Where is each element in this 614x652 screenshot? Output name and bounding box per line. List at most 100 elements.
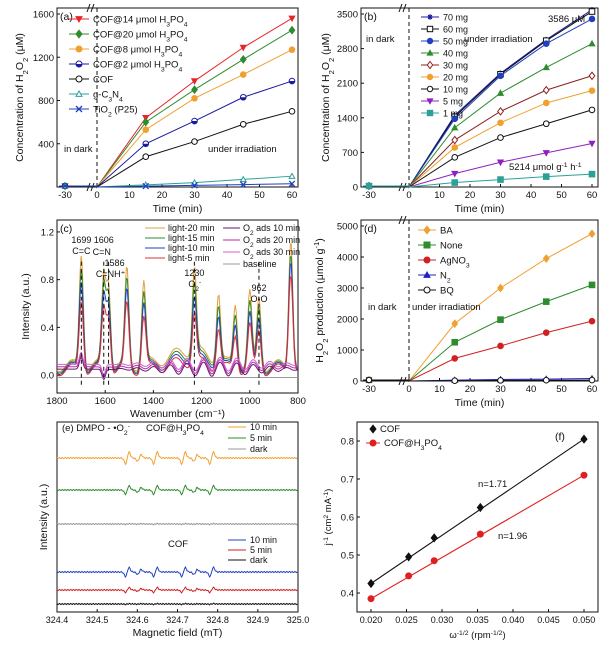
x-tick-label: 324.7 — [166, 615, 189, 625]
legend-label: COF@H3PO4 — [384, 438, 442, 452]
x-axis-title: Wavenumber (cm⁻¹) — [130, 408, 225, 420]
data-point — [497, 283, 504, 293]
legend-marker — [426, 109, 434, 117]
data-point — [588, 106, 596, 114]
axis-break-mark — [398, 376, 407, 386]
data-point — [288, 46, 296, 53]
data-point — [405, 572, 413, 580]
data-point — [61, 182, 69, 190]
series-line — [363, 109, 593, 188]
y-tick-label: 0.7 — [341, 475, 354, 486]
data-point — [430, 533, 438, 543]
data-point — [365, 182, 373, 190]
annotation-cof: COF — [168, 539, 188, 550]
annotation-under-irradiation: under irradiation — [208, 144, 277, 155]
data-point — [580, 471, 588, 479]
legend-label: BA — [440, 226, 453, 237]
peak-label: 962 — [251, 283, 266, 293]
data-point — [451, 135, 459, 145]
data-point — [288, 108, 296, 115]
legend-marker — [75, 45, 83, 53]
legend-marker — [426, 98, 434, 105]
data-point — [288, 25, 296, 35]
x-tick-label: 1200 — [191, 396, 212, 407]
panel-(b): -30 0 10 20 30 40 50 60 0 700 1400 2100 2800 3500 (b) T… — [320, 3, 599, 215]
data-point — [191, 117, 198, 125]
panel-label: (b) — [364, 11, 377, 23]
data-point — [451, 377, 459, 384]
y-tick-label: 1200 — [33, 53, 54, 64]
data-point — [191, 85, 198, 95]
epr-trace — [56, 586, 298, 594]
x-tick-label: 324.9 — [247, 615, 270, 625]
legend-label: AgNO3 — [440, 256, 470, 270]
data-point — [142, 117, 150, 127]
x-tick-label: -30 — [362, 190, 376, 201]
legend-label: 5 mg — [443, 97, 463, 107]
data-point — [588, 317, 596, 325]
series-line — [363, 284, 593, 383]
panel-label: (c) — [60, 223, 72, 235]
fit-line — [370, 438, 585, 584]
data-point — [542, 298, 550, 305]
panel-label: (d) — [364, 223, 377, 235]
x-tick-label: 0 — [406, 190, 411, 201]
legend-marker — [423, 286, 431, 294]
epr-trace — [56, 522, 298, 526]
legend-marker — [423, 256, 431, 264]
legend-marker — [426, 37, 434, 45]
data-point — [497, 119, 504, 127]
x-tick-label: 324.6 — [126, 615, 149, 625]
data-point — [542, 120, 550, 128]
legend-label: 70 mg — [443, 13, 468, 23]
data-point — [239, 71, 247, 78]
panel-(f): 0.020 0.025 0.030 0.035 0.040 0.045 0.050 0.4 0.… — [323, 421, 599, 641]
legend-marker — [427, 14, 433, 20]
annotation-rate: 5214 μmol g-1 h-1 — [509, 162, 582, 174]
data-point — [451, 319, 459, 329]
legend-marker — [75, 29, 83, 39]
data-point — [588, 87, 596, 94]
x-tick-label: 324.8 — [206, 615, 229, 625]
legend-label: N2 — [440, 271, 451, 285]
spectrum-light-10-min — [56, 263, 299, 375]
data-point — [542, 150, 550, 157]
legend-label: 10 mg — [443, 85, 468, 95]
data-point — [191, 95, 198, 102]
x-tick-label: 10 — [124, 190, 135, 201]
legend-label: 60 mg — [443, 25, 468, 35]
legend-marker — [423, 225, 431, 235]
data-point — [542, 40, 550, 47]
y-tick-label: 0 — [353, 377, 358, 388]
legend-label: 20 mg — [443, 73, 468, 83]
series-20-mg — [363, 87, 596, 190]
y-tick-label: 800 — [38, 96, 54, 107]
data-point — [451, 338, 459, 346]
legend-marker — [75, 89, 83, 97]
data-point — [588, 39, 596, 47]
panel-(c): 1800 1600 1400 1200 1000 8000.00.40.81.21699C… — [20, 219, 306, 420]
y-tick-label: 3000 — [337, 284, 358, 295]
legend-label: COF@8 μmol H3PO4 — [93, 45, 182, 59]
x-tick-label: -30 — [58, 190, 72, 201]
legend-label: 5 min — [250, 433, 272, 443]
legend-label: 10 min — [250, 422, 277, 432]
peak-label: O-O — [250, 294, 267, 304]
legend-label: 1 mg — [443, 109, 463, 119]
legend-marker — [75, 60, 83, 68]
legend-marker — [75, 16, 83, 24]
data-point — [239, 181, 247, 188]
y-tick-label: 400 — [38, 139, 54, 150]
x-axis-title: Time (min) — [153, 203, 203, 215]
data-point — [451, 170, 459, 178]
y-tick-label: 2800 — [337, 44, 358, 55]
series-agno3 — [363, 317, 596, 384]
plot-frame — [56, 219, 299, 394]
x-tick-label: 10 — [434, 384, 445, 395]
axis-break-mark — [398, 182, 407, 192]
legend-marker — [423, 241, 431, 249]
x-tick-label: -30 — [362, 384, 376, 395]
series-cof-h3po4 — [367, 471, 588, 603]
